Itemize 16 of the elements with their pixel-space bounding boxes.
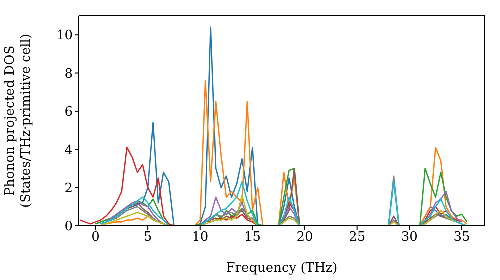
y-axis-title: Phonon projected DOS (States/THz·primitive cell) [3, 34, 34, 208]
y-tick-label: 6 [64, 105, 73, 120]
x-tick-label: 0 [92, 230, 100, 246]
y-tick-label: 8 [64, 66, 73, 82]
y-tick-label: 10 [56, 28, 73, 44]
x-tick-label: 5 [144, 230, 152, 246]
x-axis-title: Frequency (THz) [226, 261, 338, 276]
x-tick-label: 30 [401, 230, 418, 246]
x-tick-label: 35 [454, 230, 470, 246]
x-tick-label: 20 [296, 230, 314, 246]
y-tick-label: 0 [64, 220, 73, 235]
x-tick-label: 10 [192, 230, 209, 246]
x-tick-label: 25 [349, 230, 366, 246]
y-tick-label: 2 [64, 181, 73, 196]
y-tick-label: 4 [64, 143, 73, 158]
x-tick-label: 15 [244, 230, 261, 246]
